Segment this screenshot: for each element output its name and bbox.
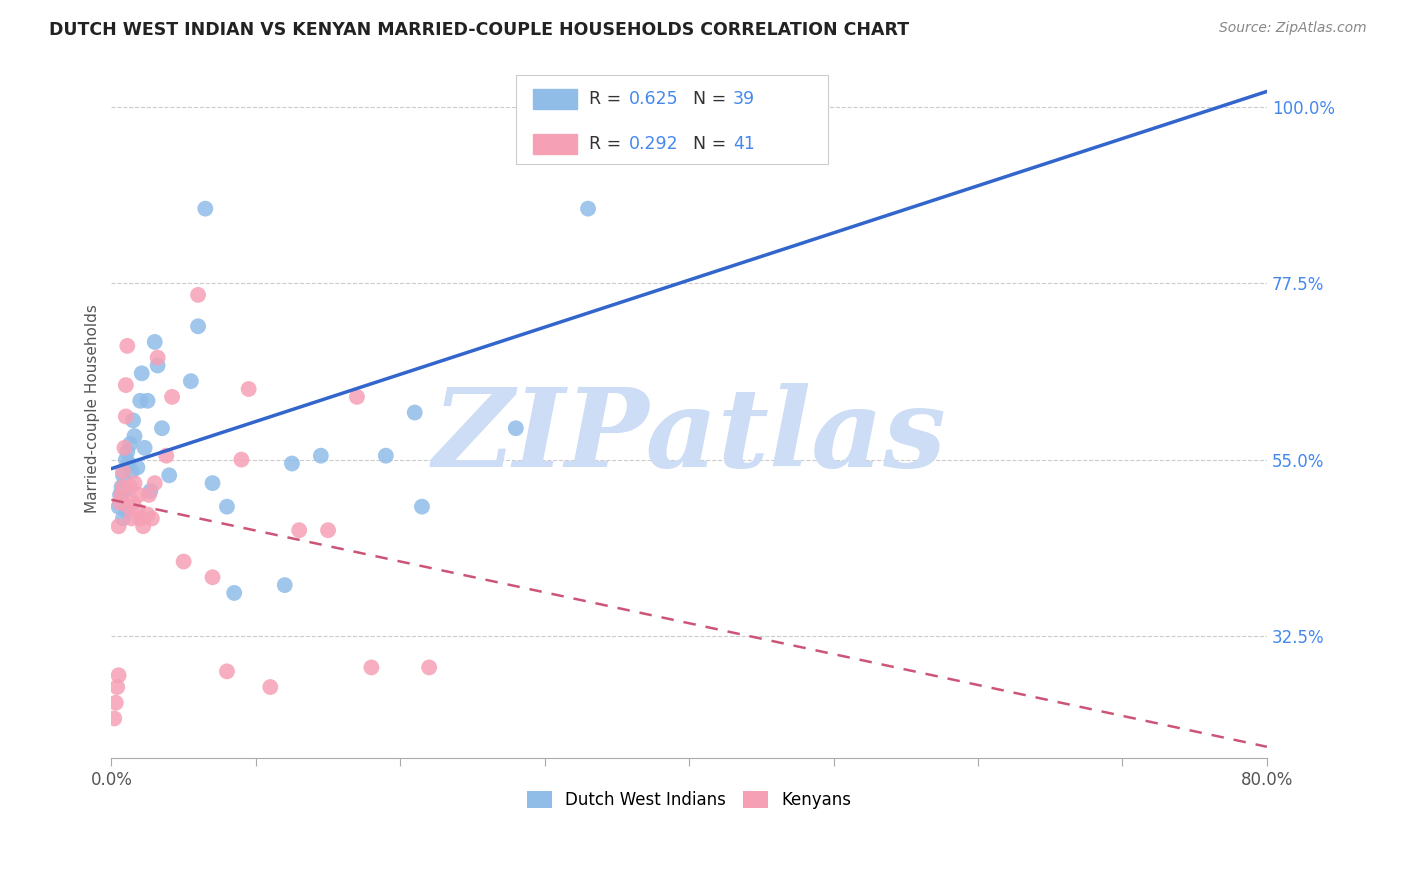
Point [111, 468, 134, 483]
Point [124, 429, 146, 443]
Point [201, 476, 224, 491]
Point [115, 378, 138, 392]
Point [187, 319, 209, 334]
Point [134, 441, 156, 455]
Point [112, 441, 135, 455]
Point [108, 488, 131, 502]
Point [143, 476, 166, 491]
Point [115, 409, 138, 424]
Point [505, 421, 527, 435]
Point [404, 405, 426, 419]
Point [259, 680, 281, 694]
Point [122, 413, 145, 427]
Point [141, 511, 163, 525]
Point [346, 390, 368, 404]
Point [117, 339, 139, 353]
Point [411, 500, 433, 514]
Point [187, 288, 209, 302]
Point [180, 374, 202, 388]
Text: R =: R = [589, 135, 627, 153]
Point [173, 555, 195, 569]
Point [105, 680, 128, 694]
Point [112, 483, 135, 498]
Text: 0.292: 0.292 [628, 135, 679, 153]
Point [360, 660, 382, 674]
Point [201, 570, 224, 584]
Point [118, 457, 141, 471]
Point [136, 393, 159, 408]
Point [155, 449, 177, 463]
Point [111, 480, 134, 494]
Point [120, 480, 142, 494]
Bar [533, 135, 576, 153]
Text: N =: N = [693, 90, 731, 108]
Text: DUTCH WEST INDIAN VS KENYAN MARRIED-COUPLE HOUSEHOLDS CORRELATION CHART: DUTCH WEST INDIAN VS KENYAN MARRIED-COUP… [49, 21, 910, 39]
Y-axis label: Married-couple Households: Married-couple Households [86, 304, 100, 513]
Point [104, 696, 127, 710]
Text: Source: ZipAtlas.com: Source: ZipAtlas.com [1219, 21, 1367, 36]
Point [418, 660, 440, 674]
Point [238, 382, 260, 396]
Point [138, 488, 160, 502]
Point [128, 488, 150, 502]
Point [111, 511, 134, 525]
Point [120, 437, 142, 451]
Point [316, 523, 339, 537]
Point [150, 421, 173, 435]
Point [103, 711, 125, 725]
Text: ZIPatlas: ZIPatlas [432, 383, 946, 491]
Point [127, 460, 149, 475]
Point [215, 665, 238, 679]
Point [121, 511, 143, 525]
Point [274, 578, 297, 592]
Point [107, 668, 129, 682]
Point [146, 359, 169, 373]
Point [157, 468, 180, 483]
Point [136, 508, 159, 522]
Point [121, 464, 143, 478]
Point [224, 586, 246, 600]
Point [127, 503, 149, 517]
Point [110, 480, 132, 494]
Point [139, 483, 162, 498]
Point [160, 390, 183, 404]
Point [124, 476, 146, 491]
Point [309, 449, 332, 463]
Point [143, 334, 166, 349]
Text: N =: N = [693, 135, 731, 153]
FancyBboxPatch shape [516, 75, 828, 164]
Point [111, 464, 134, 478]
Point [231, 452, 253, 467]
Point [115, 452, 138, 467]
Point [576, 202, 599, 216]
Point [107, 500, 129, 514]
Point [650, 100, 672, 114]
Point [118, 500, 141, 514]
Point [131, 367, 153, 381]
Text: R =: R = [589, 90, 627, 108]
Point [117, 444, 139, 458]
Point [374, 449, 396, 463]
Point [288, 523, 311, 537]
Point [281, 457, 304, 471]
Point [108, 496, 131, 510]
Point [129, 393, 152, 408]
Text: 0.625: 0.625 [628, 90, 679, 108]
Legend: Dutch West Indians, Kenyans: Dutch West Indians, Kenyans [520, 784, 858, 815]
Text: 41: 41 [733, 135, 755, 153]
Point [215, 500, 238, 514]
Point [122, 496, 145, 510]
Point [115, 503, 138, 517]
Text: 39: 39 [733, 90, 755, 108]
Point [194, 202, 217, 216]
Bar [533, 89, 576, 109]
Point [132, 519, 155, 533]
Point [146, 351, 169, 365]
Point [110, 488, 132, 502]
Point [107, 519, 129, 533]
Point [129, 511, 152, 525]
